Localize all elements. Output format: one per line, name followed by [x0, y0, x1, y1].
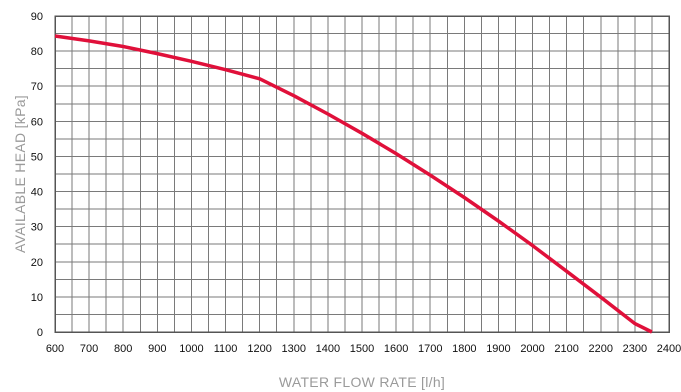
x-tick-label: 2100: [554, 343, 578, 355]
x-tick-label: 600: [46, 343, 64, 355]
y-axis-ticks: 0 10 20 30 40 50 60 70 80 90: [31, 11, 43, 339]
x-tick-label: 2300: [623, 343, 647, 355]
x-tick-label: 1300: [282, 343, 306, 355]
plot-frame: [54, 15, 670, 333]
x-axis-ticks: 600 700 800 900 1000 1100 1200 1300 1400 1500 1600…: [46, 343, 681, 355]
y-tick-label: 20: [31, 257, 43, 269]
x-axis-title: WATER FLOW RATE [l/h]: [279, 374, 445, 390]
x-tick-label: 1400: [316, 343, 340, 355]
x-tick-label: 1800: [452, 343, 476, 355]
y-tick-label: 30: [31, 222, 43, 234]
x-tick-label: 1200: [247, 343, 271, 355]
x-tick-label: 1700: [418, 343, 442, 355]
x-tick-label: 2200: [589, 343, 613, 355]
x-tick-label: 1900: [486, 343, 510, 355]
y-tick-label: 60: [31, 116, 43, 128]
x-tick-label: 900: [148, 343, 166, 355]
x-tick-label: 1000: [179, 343, 203, 355]
y-tick-label: 0: [37, 327, 43, 339]
y-tick-label: 40: [31, 187, 43, 199]
x-tick-label: 2400: [657, 343, 681, 355]
x-tick-label: 1600: [384, 343, 408, 355]
y-tick-label: 80: [31, 46, 43, 58]
y-tick-label: 90: [31, 11, 43, 23]
y-tick-label: 70: [31, 81, 43, 93]
series-layer: [54, 34, 653, 334]
x-tick-label: 1100: [214, 343, 238, 355]
series-line: [54, 34, 653, 334]
x-tick-label: 700: [80, 343, 98, 355]
y-tick-label: 10: [31, 292, 43, 304]
x-tick-label: 800: [114, 343, 132, 355]
y-tick-label: 50: [31, 151, 43, 163]
x-tick-label: 2000: [520, 343, 544, 355]
y-axis-title: AVAILABLE HEAD [kPa]: [12, 95, 28, 253]
x-tick-label: 1500: [350, 343, 374, 355]
grid-lines: [55, 16, 669, 332]
